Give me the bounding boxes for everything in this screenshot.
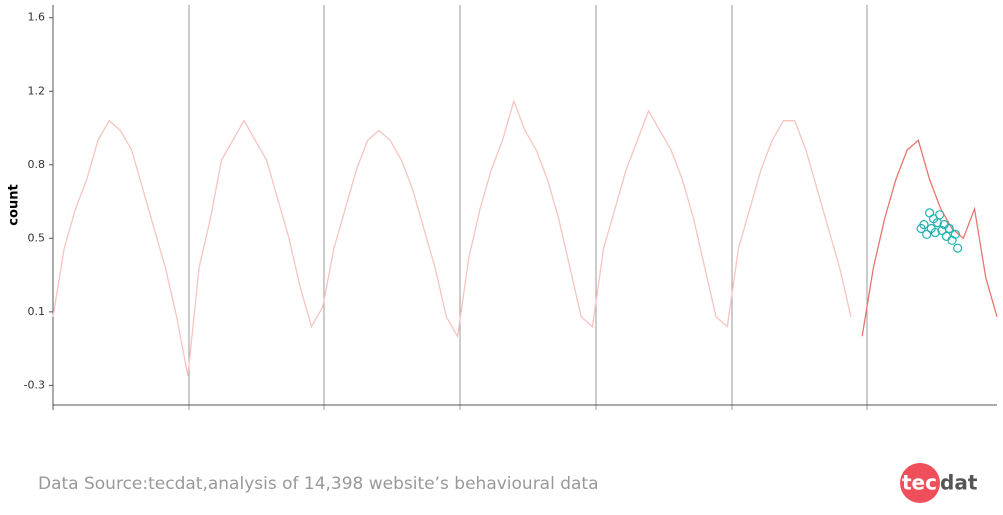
forecast-point	[953, 243, 963, 253]
forecast-point	[922, 229, 932, 240]
forecast-point	[944, 223, 954, 234]
y-tick-label: 0.5	[28, 231, 46, 244]
y-tick-label: 0.8	[28, 158, 46, 171]
forecast-point	[941, 231, 952, 241]
day-dividers	[188, 5, 868, 410]
y-axis-label: count	[7, 184, 22, 225]
forecast-point	[950, 229, 961, 240]
logo-circle	[900, 463, 940, 503]
logo-text: tec	[902, 471, 937, 495]
series-line	[52, 99, 852, 376]
y-tick-label: -0.3	[24, 378, 45, 391]
y-tick-label: 1.2	[28, 84, 46, 97]
y-tick-label: 0.1	[28, 305, 46, 318]
y-tick-label: 1.6	[28, 11, 46, 24]
logo-text: dat	[940, 471, 978, 495]
series-line	[861, 139, 998, 337]
forecast-point	[919, 220, 929, 230]
forecast-point	[924, 208, 935, 218]
forecast-point	[935, 210, 945, 220]
source-note: Data Source:tecdat,analysis of 14,398 we…	[38, 474, 599, 494]
forecast-point	[930, 227, 940, 238]
